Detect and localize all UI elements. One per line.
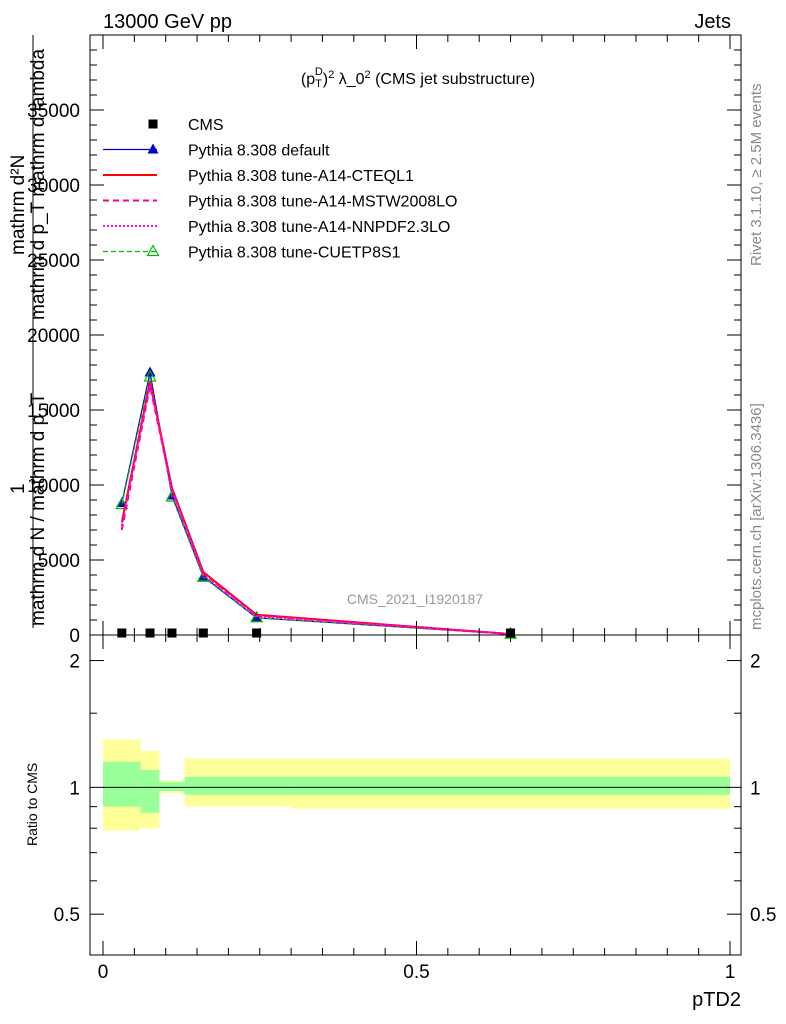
ratio-y-ticks: 0.5 0.5 1 1 2 2 (54, 652, 777, 927)
ratio-y-tick-label-right: 0.5 (750, 905, 776, 926)
x-tick-label: 1 (725, 962, 736, 983)
main-y-tick-label: 35000 (27, 101, 80, 122)
legend-marker-default (147, 143, 159, 154)
ratio-band-inner (159, 781, 185, 792)
ylabel-line-2: mathrm d p_T mathrm d lambda (28, 49, 49, 320)
data-point-cms (117, 628, 127, 638)
ylabel-line-4: mathrm d N / mathrm d p_T (28, 392, 49, 626)
legend-marker-cms (148, 119, 158, 129)
header-left: 13000 GeV pp (103, 11, 232, 33)
legend-label-cteql1: Pythia 8.308 tune-A14-CTEQL1 (188, 168, 414, 185)
ratio-plot-area (103, 739, 730, 831)
legend-label-cms: CMS (188, 117, 224, 134)
main-y-ticks: 0 5000 10000 15000 20000 25000 30000 35000 (27, 49, 741, 647)
data-point-cuetp8s1 (115, 497, 129, 510)
main-panel: 0 5000 10000 15000 20000 25000 30000 35000 CMS_… (27, 34, 742, 647)
ratio-y-tick-label: 0.5 (54, 905, 80, 926)
ratio-y-tick-label: 2 (69, 652, 80, 673)
data-point-cms (198, 628, 208, 638)
main-y-tick-label: 20000 (27, 326, 80, 347)
x-tick-label: 0.5 (403, 962, 429, 983)
header-right: Jets (694, 11, 731, 33)
ratio-panel: 0.5 0.51 12 2 0 0.5 1 Ratio to CMS pTD2 (24, 634, 777, 1011)
side-text-top: Rivet 3.1.10, ≥ 2.5M events (748, 84, 765, 267)
ratio-band-inner (184, 776, 292, 795)
main-plot-area (115, 366, 518, 639)
ratio-band-inner (140, 769, 160, 813)
series-line-nnpdf (120, 382, 511, 635)
ratio-band-inner (103, 761, 141, 807)
series-line-cuetp8s1 (121, 376, 511, 635)
data-point-cms (167, 628, 177, 638)
y-axis-label: mathrm d²N mathrm d p_T mathrm d lambda … (8, 35, 49, 628)
legend-label-nnpdf: Pythia 8.308 tune-A14-NNPDF2.3LO (188, 219, 450, 236)
main-watermark: CMS_2021_I1920187 (347, 591, 483, 607)
main-y-tick-label: 5000 (38, 551, 80, 572)
ratio-y-tick-label-right: 1 (750, 778, 761, 799)
x-tick-label: 0 (98, 962, 109, 983)
ratio-y-tick-label: 1 (69, 778, 80, 799)
ylabel-line-3: 1 (8, 483, 29, 494)
legend-label-default: Pythia 8.308 default (188, 143, 330, 160)
legend-label-mstw: Pythia 8.308 tune-A14-MSTW2008LO (188, 194, 457, 211)
data-point-cms (145, 628, 155, 638)
main-title: (pTD)2 λ_02 (CMS jet substructure) (301, 66, 535, 90)
data-point-cuetp8s1 (250, 610, 264, 623)
ratio-frame (89, 634, 742, 956)
ratio-ylabel: Ratio to CMS (24, 763, 40, 846)
main-y-tick-label: 15000 (27, 401, 80, 422)
ylabel-line-1: mathrm d²N (8, 155, 29, 255)
main-x-ticks (102, 35, 731, 635)
ratio-band-inner (291, 776, 730, 795)
ratio-x-ticks: 0 0.5 1 (98, 635, 736, 983)
x-axis-label: pTD2 (692, 989, 741, 1011)
data-point-cms (252, 628, 262, 638)
data-point-cuetp8s1 (143, 369, 157, 382)
legend-marker-cuetp8s1 (146, 244, 160, 257)
side-text-bottom: mcplots.cern.ch [arXiv:1306.3436] (748, 403, 765, 630)
legend-label-cuetp8s1: Pythia 8.308 tune-CUETP8S1 (188, 245, 401, 262)
main-y-tick-label: 25000 (27, 251, 80, 272)
ratio-y-tick-label-right: 2 (750, 652, 761, 673)
main-y-tick-label: 10000 (27, 476, 80, 497)
main-y-tick-label: 30000 (27, 176, 80, 197)
main-y-tick-label: 0 (69, 626, 80, 647)
legend: CMS Pythia 8.308 default Pythia 8.308 tune… (103, 117, 457, 262)
